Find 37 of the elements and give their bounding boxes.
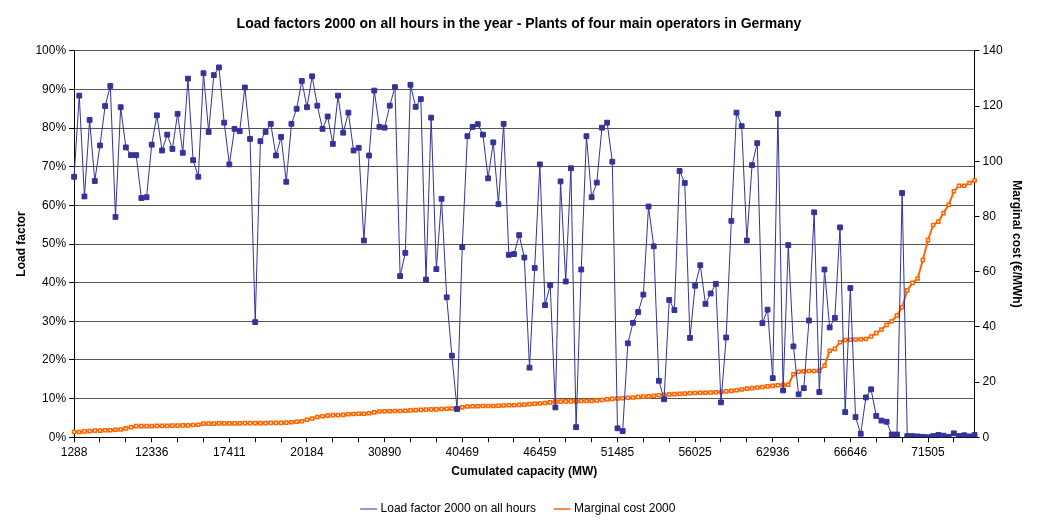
y2-tick-label: 60 bbox=[982, 263, 997, 278]
x-tick-label: 71505 bbox=[911, 444, 946, 459]
y2-tick-label: 20 bbox=[982, 374, 997, 389]
y-tick-label: 70% bbox=[42, 159, 67, 174]
x-tick-label: 12336 bbox=[135, 444, 169, 459]
y-tick-label: 0% bbox=[48, 429, 67, 444]
x-tick-label: 56025 bbox=[678, 444, 713, 459]
y-tick-label: 90% bbox=[42, 81, 67, 96]
chart-title: Load factors 2000 on all hours in the year - Plants of four main operators in Germany bbox=[236, 15, 802, 32]
y2-tick-label: 140 bbox=[982, 43, 1003, 58]
y2-tick-label: 80 bbox=[982, 208, 997, 223]
x-tick-label: 1288 bbox=[60, 444, 88, 459]
y-tick-label: 50% bbox=[42, 236, 67, 251]
x-tick-label: 17411 bbox=[213, 444, 246, 459]
y-tick-label: 60% bbox=[42, 197, 67, 212]
x-tick-label: 66646 bbox=[833, 444, 868, 459]
x-tick-label: 40469 bbox=[445, 444, 480, 459]
y-tick-label: 80% bbox=[42, 120, 67, 135]
y2-axis-title: Marginal cost (€/MWh) bbox=[1010, 180, 1025, 308]
x-tick-label: 62936 bbox=[756, 444, 790, 459]
y2-tick-label: 100 bbox=[982, 153, 1003, 168]
x-tick-label: 46459 bbox=[523, 444, 557, 459]
legend-label: Marginal cost 2000 bbox=[574, 501, 676, 516]
y2-tick-label: 40 bbox=[982, 319, 997, 334]
x-tick-label: 30890 bbox=[367, 444, 402, 459]
y2-tick-label: 0 bbox=[982, 429, 990, 444]
y-tick-label: 20% bbox=[42, 352, 67, 367]
y-tick-label: 10% bbox=[42, 390, 67, 405]
y-tick-label: 40% bbox=[42, 274, 67, 289]
y2-tick-label: 120 bbox=[982, 98, 1003, 113]
y-tick-label: 30% bbox=[42, 313, 67, 328]
y-tick-label: 100% bbox=[35, 43, 67, 58]
y-axis-title: Load factor bbox=[13, 211, 28, 277]
x-tick-label: 20184 bbox=[290, 444, 324, 459]
legend-label: Load factor 2000 on all hours bbox=[380, 501, 537, 516]
x-axis-title: Cumulated capacity (MW) bbox=[451, 464, 598, 479]
x-tick-label: 51485 bbox=[600, 444, 635, 459]
